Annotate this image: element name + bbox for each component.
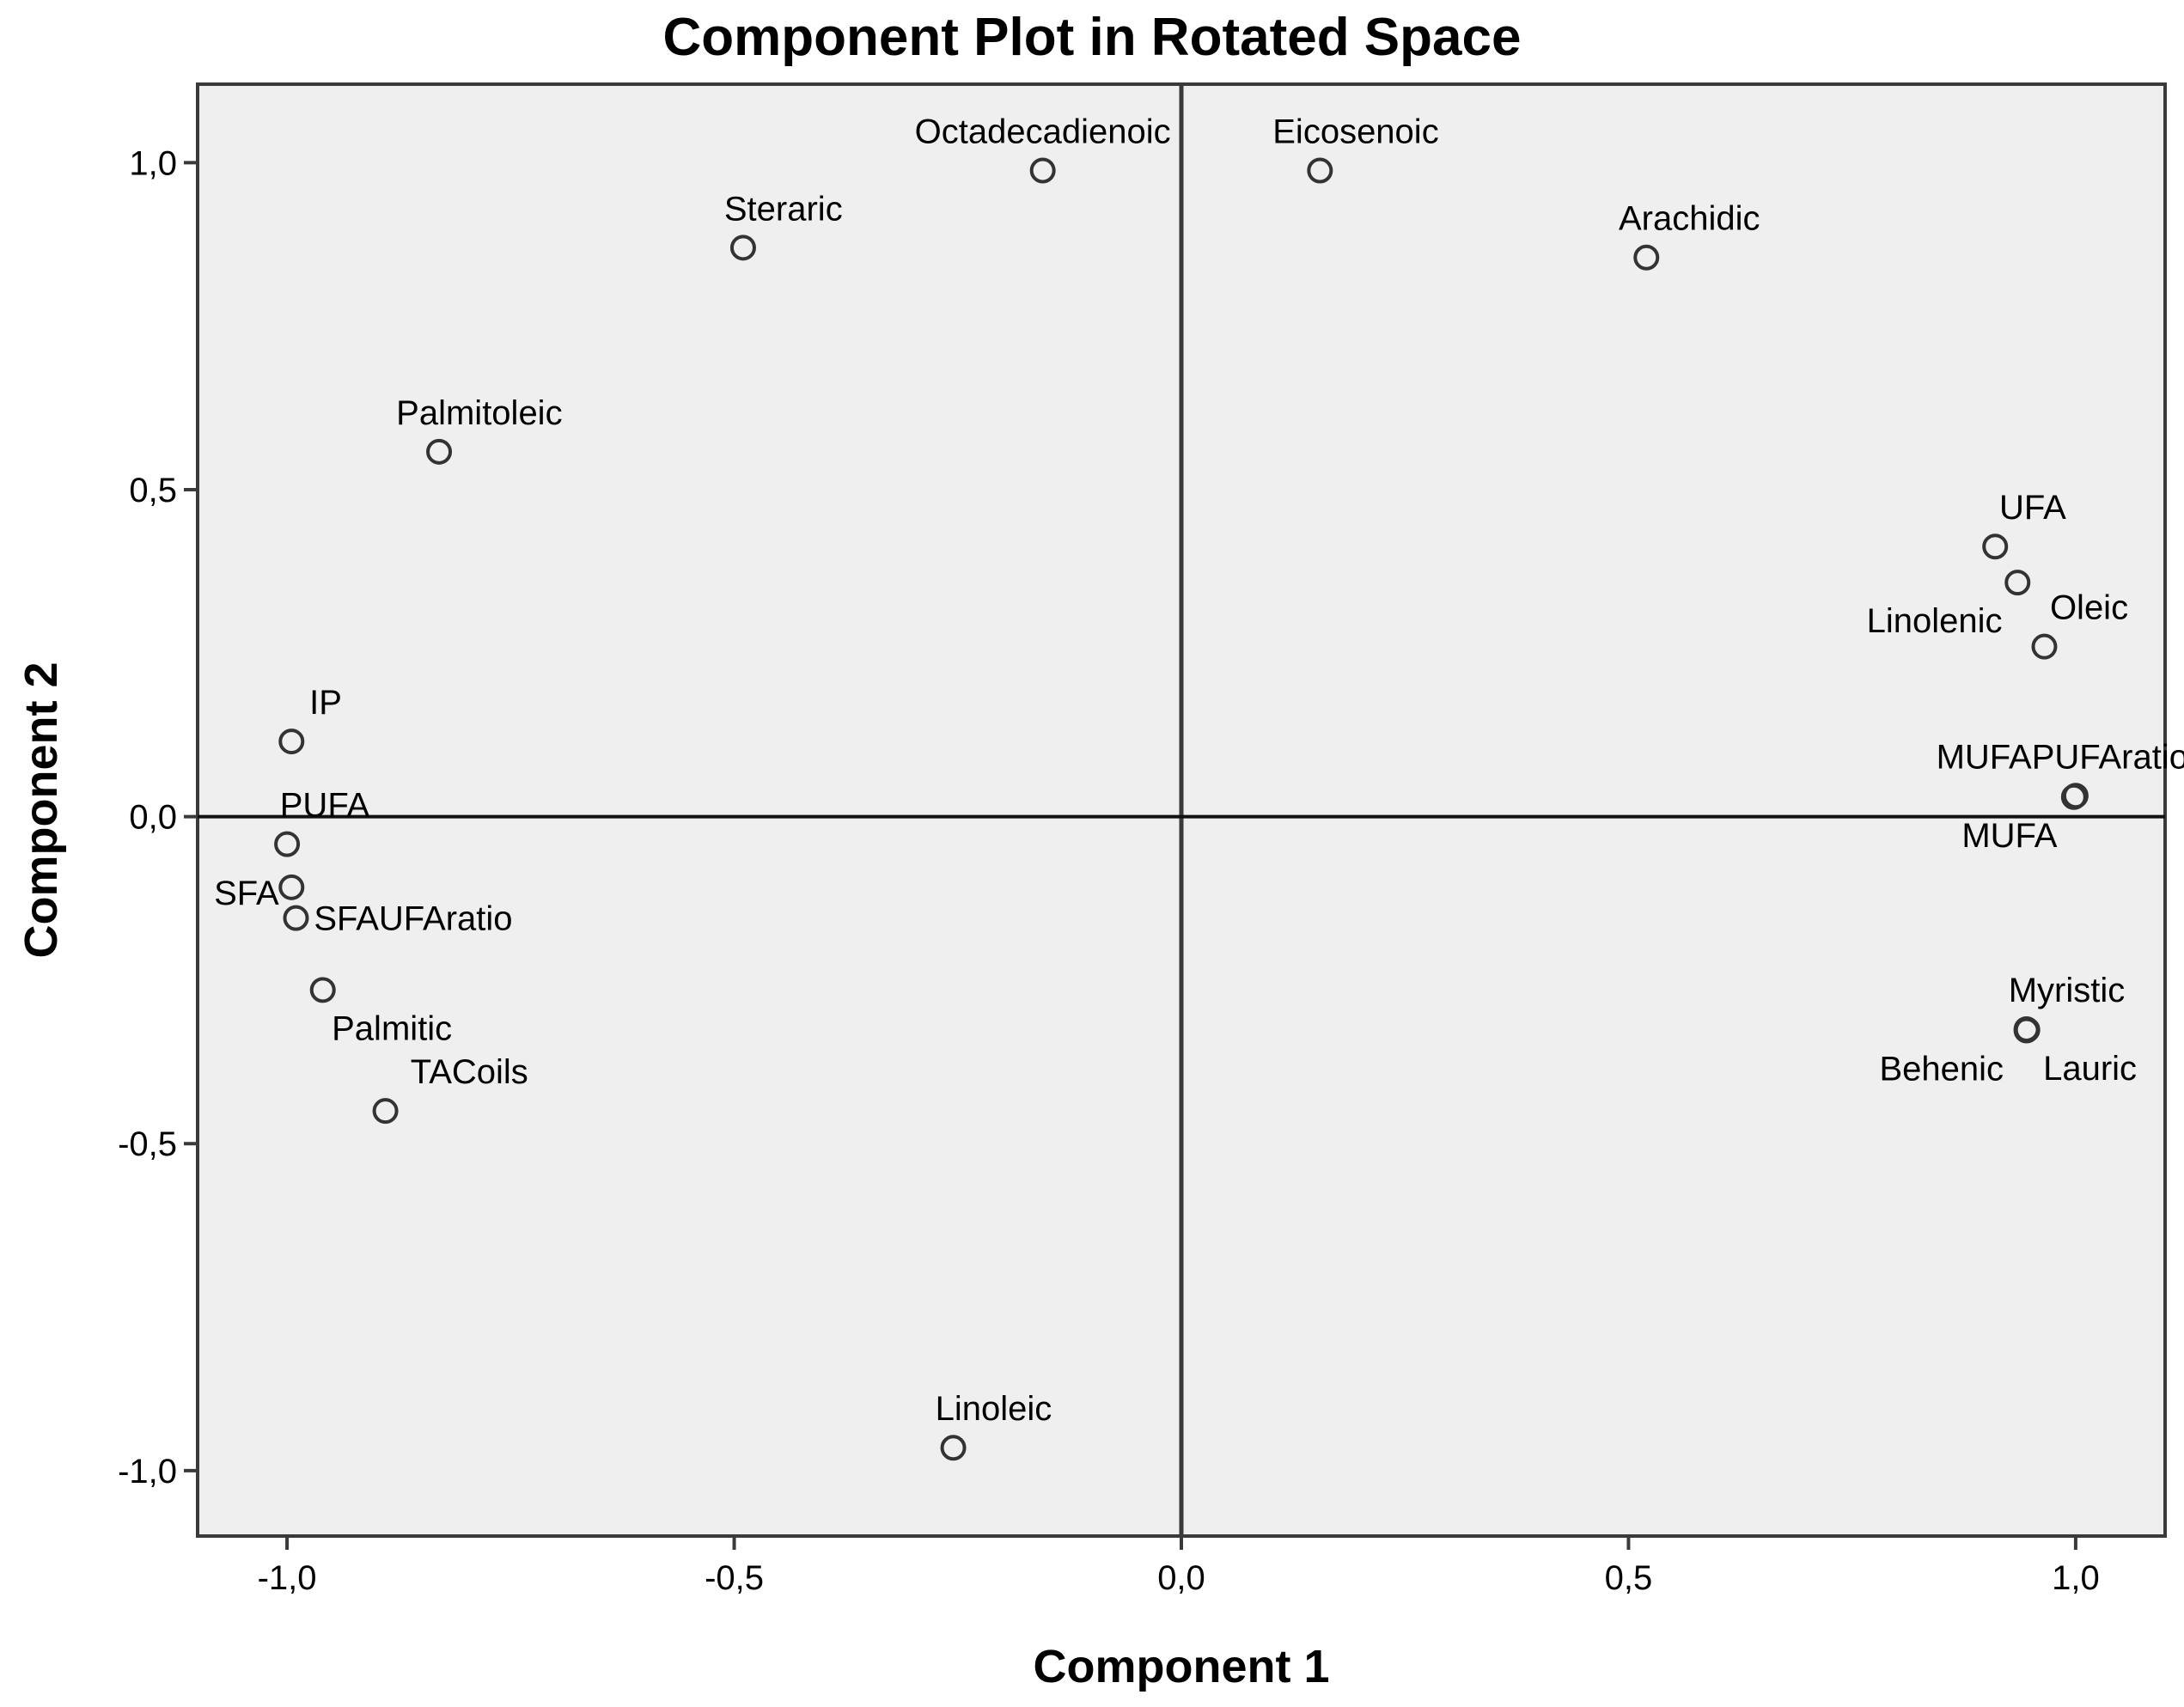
y-tick-label: 1,0	[129, 144, 177, 182]
data-point-tacoils	[372, 1098, 399, 1125]
point-label-myristic: Myristic	[2009, 972, 2126, 1009]
point-label-mufapufaratio: MUFAPUFAratio	[1937, 738, 2184, 776]
point-label-tacoils: TACoils	[411, 1053, 528, 1091]
data-point-linolenic	[2004, 570, 2031, 596]
x-tick-label: 1,0	[2052, 1559, 2100, 1597]
x-tick-label: 0,5	[1605, 1559, 1653, 1597]
point-label-eicosenoic: Eicosenoic	[1272, 113, 1438, 150]
y-tick-label: 0,5	[129, 472, 177, 509]
data-point-pufa	[274, 831, 301, 857]
data-point-eicosenoic	[1307, 157, 1333, 184]
point-label-ip: IP	[309, 684, 342, 722]
data-point-sfa	[278, 874, 305, 900]
data-point-palmitic	[309, 977, 336, 1003]
x-axis: -1,0 -0,5 0,0 0,5 1,0	[258, 1536, 2100, 1597]
data-point-arachidic	[1633, 244, 1660, 271]
y-tick-label: 0,0	[129, 799, 177, 837]
y-axis-title: Component 2	[15, 662, 67, 959]
point-label-behenic: Behenic	[1879, 1051, 2004, 1088]
point-label-steraric: Steraric	[724, 190, 843, 228]
point-label-lauric: Lauric	[2043, 1050, 2137, 1088]
point-label-sfaufaratio: SFAUFAratio	[314, 900, 512, 938]
point-label-oleic: Oleic	[2050, 589, 2128, 627]
data-point-sfaufaratio	[283, 905, 309, 931]
y-tick-label: -1,0	[118, 1453, 177, 1491]
point-label-arachidic: Arachidic	[1619, 200, 1760, 238]
data-point-labels: Octadecadienoic Eicosenoic Steraric Arachid…	[214, 113, 2184, 1428]
y-axis: -1,0 -0,5 0,0 0,5 1,0	[118, 144, 198, 1491]
point-label-pufa: PUFA	[280, 787, 370, 825]
point-label-palmitic: Palmitic	[332, 1009, 452, 1047]
data-point-lauric	[2014, 1016, 2041, 1043]
data-point-ufa	[1982, 533, 2009, 560]
data-point-linoleic	[940, 1435, 967, 1461]
data-point-oleic	[2031, 633, 2058, 660]
chart-title: Component Plot in Rotated Space	[663, 8, 1522, 67]
reference-lines	[198, 84, 2165, 1536]
data-point-ip	[278, 729, 305, 755]
x-tick-label: -1,0	[258, 1559, 317, 1597]
data-point-palmitoleic	[426, 438, 453, 465]
x-tick-label: -0,5	[705, 1559, 764, 1597]
point-label-octadecadienoic: Octadecadienoic	[915, 113, 1171, 150]
point-label-ufa: UFA	[1999, 489, 2066, 527]
point-label-palmitoleic: Palmitoleic	[396, 394, 562, 432]
data-points	[274, 157, 2089, 1461]
data-point-octadecadienoic	[1029, 157, 1056, 184]
point-label-linoleic: Linoleic	[936, 1390, 1052, 1428]
x-axis-title: Component 1	[1034, 1641, 1330, 1692]
y-tick-label: -0,5	[118, 1125, 177, 1163]
data-point-steraric	[729, 235, 756, 261]
x-tick-label: 0,0	[1157, 1559, 1205, 1597]
data-point-mufa	[2060, 783, 2087, 810]
point-label-linolenic: Linolenic	[1867, 602, 2003, 640]
point-label-mufa: MUFA	[1961, 817, 2057, 855]
point-label-sfa: SFA	[214, 875, 279, 912]
